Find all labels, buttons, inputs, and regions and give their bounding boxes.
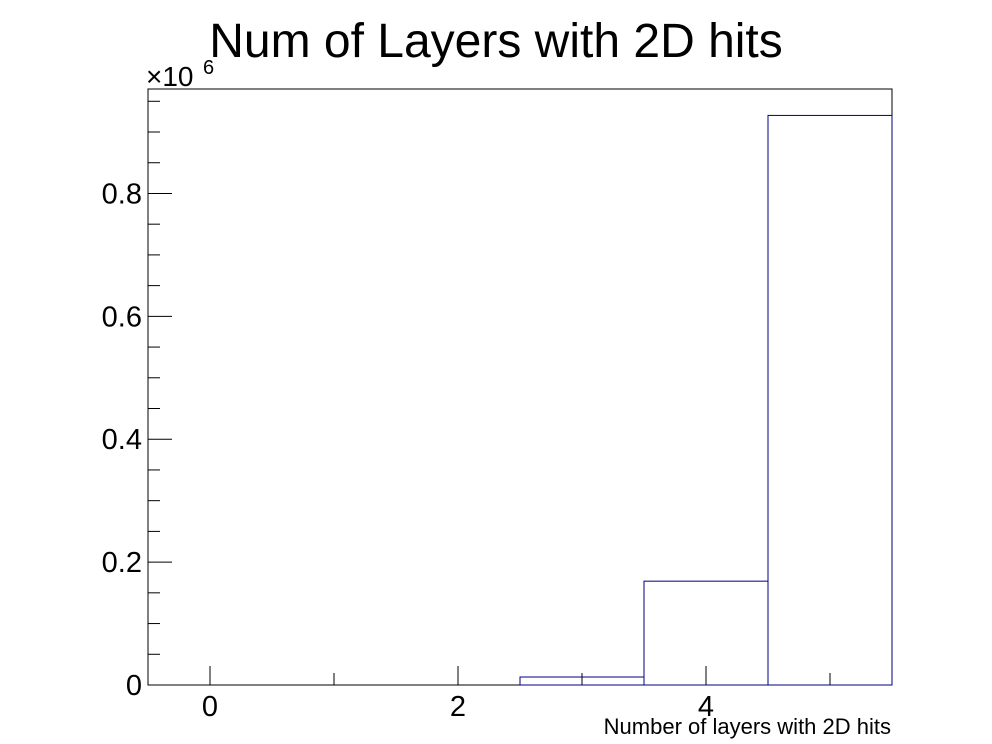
y-axis-multiplier: ×10 6 bbox=[146, 57, 214, 92]
x-tick-label: 4 bbox=[698, 691, 714, 723]
plot-frame bbox=[147, 88, 893, 686]
y-multiplier-exponent: 6 bbox=[203, 57, 214, 79]
histogram-bin bbox=[767, 114, 893, 686]
y-tick-label: 0 bbox=[126, 670, 142, 702]
y-multiplier-text: ×10 bbox=[146, 61, 194, 92]
histogram-bins bbox=[519, 114, 893, 686]
x-axis-label: Number of layers with 2D hits bbox=[604, 714, 891, 739]
x-tick-label: 0 bbox=[202, 691, 218, 723]
x-axis: 0 2 4 bbox=[202, 666, 831, 723]
y-tick-label: 0.6 bbox=[102, 301, 142, 333]
chart-title: Num of Layers with 2D hits bbox=[209, 15, 783, 68]
x-tick-label: 2 bbox=[450, 691, 466, 723]
y-tick-label: 0.8 bbox=[102, 178, 142, 210]
y-axis: 0 0.2 0.4 0.6 0.8 bbox=[102, 100, 172, 702]
y-tick-label: 0.2 bbox=[102, 547, 142, 579]
y-tick-label: 0.4 bbox=[102, 424, 142, 456]
